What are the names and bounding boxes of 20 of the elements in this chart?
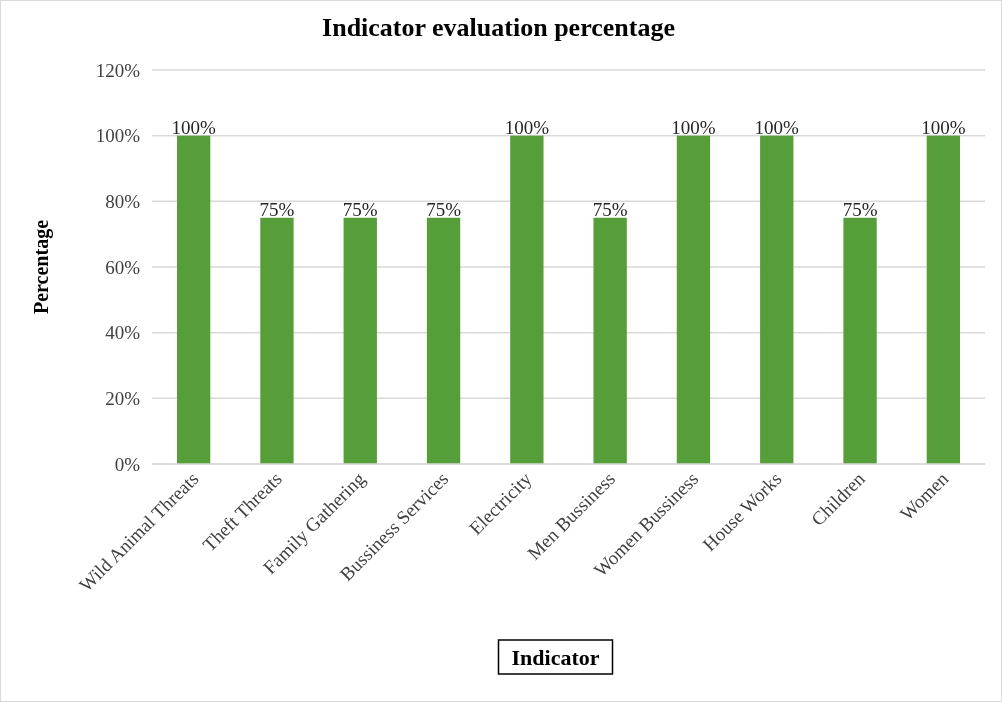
data-label: 75% xyxy=(592,198,628,220)
data-label: 100% xyxy=(754,116,800,138)
data-label: 100% xyxy=(504,116,550,138)
data-label: 100% xyxy=(171,116,216,138)
data-label: 100% xyxy=(671,116,716,138)
y-axis-title: Percentage xyxy=(30,219,53,315)
y-tick-label: 20% xyxy=(105,387,141,409)
data-label: 100% xyxy=(921,116,966,138)
y-tick-label: 80% xyxy=(105,190,141,212)
data-label: 75% xyxy=(842,198,878,220)
y-tick-label: 0% xyxy=(114,453,141,475)
y-tick-label: 60% xyxy=(105,256,141,278)
data-label: 75% xyxy=(342,198,378,220)
chart-title: Indicator evaluation percentage xyxy=(322,13,675,42)
y-tick-label: 120% xyxy=(95,59,141,81)
y-tick-label: 100% xyxy=(95,125,141,147)
data-label: 75% xyxy=(426,198,462,220)
y-tick-label: 40% xyxy=(105,322,141,344)
data-label: 75% xyxy=(259,198,295,220)
x-axis-title: Indicator xyxy=(511,645,600,670)
